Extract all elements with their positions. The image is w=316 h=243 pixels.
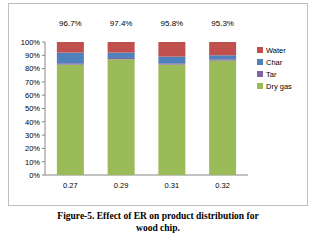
y-tick-label: 80% xyxy=(25,64,40,73)
y-tick-label: 10% xyxy=(25,158,40,167)
bar-segment xyxy=(108,53,135,58)
y-tick-label: 60% xyxy=(25,91,40,100)
bar-segment xyxy=(57,63,84,64)
y-axis: 0% 10% 20% 30% 40% 50% 60% 70% 80% 90% 100% xyxy=(21,38,248,180)
y-tick-label: 40% xyxy=(25,118,40,127)
legend-swatch xyxy=(257,59,263,65)
y-tick-label: 70% xyxy=(25,78,40,87)
legend-label: Dry gas xyxy=(266,82,292,91)
bar-segment xyxy=(158,42,185,57)
annotation: 97.4% xyxy=(110,19,133,28)
x-tick-label: 0.29 xyxy=(114,181,129,190)
legend-swatch xyxy=(257,71,263,77)
y-tick-label: 100% xyxy=(21,38,41,47)
legend-label: Tar xyxy=(266,70,277,79)
caption-line: Figure-5. Effect of ER on product distri… xyxy=(57,211,259,221)
bars xyxy=(57,42,236,175)
chart: 0% 10% 20% 30% 40% 50% 60% 70% 80% 90% 100% 0.27 0.2… xyxy=(0,0,316,243)
bar-segment xyxy=(209,61,236,175)
bar-segment xyxy=(158,63,185,64)
bar-segment xyxy=(108,42,135,53)
bar-segment xyxy=(57,53,84,64)
bar-segment xyxy=(209,55,236,59)
annotation: 95.3% xyxy=(211,19,234,28)
bar-segment xyxy=(209,42,236,55)
legend-swatch xyxy=(257,47,263,53)
y-axis-line xyxy=(45,42,46,175)
bar-segment xyxy=(158,65,185,175)
bar-segment xyxy=(108,58,135,59)
legend-label: Char xyxy=(266,58,283,67)
x-tick-label: 0.31 xyxy=(165,181,180,190)
y-tick-label: 30% xyxy=(25,131,40,140)
chart-frame xyxy=(9,4,308,206)
caption: Figure-5. Effect of ER on product distri… xyxy=(57,211,259,233)
annotation: 96.7% xyxy=(59,19,82,28)
caption-line: wood chip. xyxy=(136,223,180,233)
bar-segment xyxy=(57,65,84,175)
x-tick-label: 0.32 xyxy=(215,181,230,190)
bar-segment xyxy=(57,42,84,53)
bar-segment xyxy=(108,59,135,175)
y-tick-label: 0% xyxy=(29,171,40,180)
bar-segment xyxy=(158,57,185,64)
bar-segment xyxy=(209,59,236,60)
legend-swatch xyxy=(257,83,263,89)
y-tick-label: 90% xyxy=(25,51,40,60)
y-tick-label: 50% xyxy=(25,104,40,113)
legend: Water Char Tar Dry gas xyxy=(257,46,292,91)
legend-label: Water xyxy=(266,46,286,55)
x-tick-label: 0.27 xyxy=(63,181,78,190)
annotation: 95.8% xyxy=(161,19,184,28)
y-tick-label: 20% xyxy=(25,144,40,153)
